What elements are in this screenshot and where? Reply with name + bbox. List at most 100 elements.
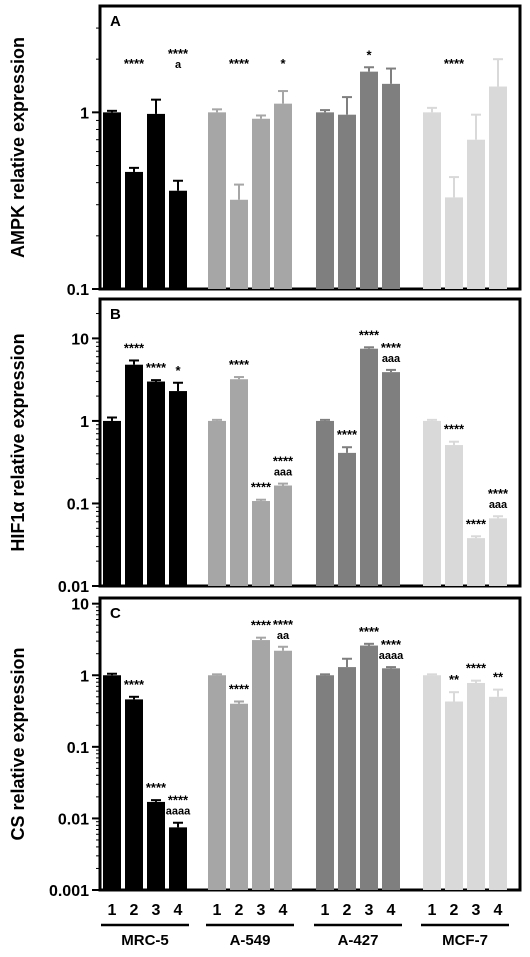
x-tick-label: 1 bbox=[213, 902, 222, 919]
x-tick-label: 1 bbox=[428, 902, 437, 919]
significance-stars: **** bbox=[168, 793, 189, 808]
bar bbox=[169, 827, 187, 890]
bar bbox=[208, 420, 226, 586]
significance-stars: **** bbox=[146, 780, 167, 795]
group-label: A-427 bbox=[338, 932, 379, 949]
significance-stars: **** bbox=[251, 618, 272, 633]
x-tick-label: 4 bbox=[174, 902, 183, 919]
significance-stars: **** bbox=[381, 340, 402, 355]
bar bbox=[467, 538, 485, 586]
bar bbox=[445, 197, 463, 289]
significance-stars: **** bbox=[229, 681, 250, 696]
significance-stars: **** bbox=[273, 454, 294, 469]
y-tick-label: 0.01 bbox=[58, 579, 89, 596]
bar bbox=[125, 171, 143, 289]
bar bbox=[208, 675, 226, 890]
significance-stars: **** bbox=[146, 360, 167, 375]
x-tick-label: 4 bbox=[279, 902, 288, 919]
bar bbox=[338, 114, 356, 289]
x-tick-label: 2 bbox=[450, 902, 459, 919]
bar bbox=[274, 650, 292, 890]
significance-stars: **** bbox=[124, 56, 145, 71]
bar bbox=[252, 640, 270, 890]
y-tick-label: 0.01 bbox=[58, 811, 89, 828]
plot-frame bbox=[98, 297, 522, 588]
x-tick-label: 2 bbox=[130, 902, 139, 919]
bar bbox=[423, 112, 441, 289]
significance-stars: **** bbox=[124, 677, 145, 692]
plot-frame bbox=[98, 596, 522, 892]
x-tick-label: 4 bbox=[387, 902, 396, 919]
x-tick-label: 1 bbox=[108, 902, 117, 919]
bar bbox=[382, 372, 400, 586]
x-tick-label: 1 bbox=[321, 902, 330, 919]
x-tick-label: 3 bbox=[152, 902, 161, 919]
significance-stars: **** bbox=[466, 661, 487, 676]
bar bbox=[316, 112, 334, 289]
group-label: MRC-5 bbox=[121, 932, 169, 949]
bar bbox=[147, 113, 165, 289]
bar bbox=[382, 668, 400, 890]
bar bbox=[103, 112, 121, 289]
x-tick-label: 3 bbox=[365, 902, 374, 919]
bar bbox=[467, 139, 485, 289]
significance-stars: * bbox=[175, 363, 181, 378]
bar bbox=[103, 420, 121, 586]
y-tick-label: 10 bbox=[71, 331, 89, 348]
bar bbox=[230, 379, 248, 586]
bar bbox=[230, 199, 248, 289]
significance-stars: **** bbox=[359, 624, 380, 639]
bar bbox=[338, 452, 356, 586]
bar bbox=[489, 86, 507, 289]
bar bbox=[147, 801, 165, 890]
bar bbox=[360, 71, 378, 289]
significance-stars: **** bbox=[168, 46, 189, 61]
y-tick-label: 1 bbox=[80, 668, 89, 685]
significance-letters: aaa bbox=[382, 353, 401, 365]
bar bbox=[125, 699, 143, 890]
x-tick-label: 3 bbox=[257, 902, 266, 919]
bar bbox=[360, 348, 378, 586]
y-tick-label: 0.001 bbox=[49, 883, 89, 900]
bar bbox=[445, 445, 463, 586]
significance-stars: **** bbox=[444, 56, 465, 71]
bar bbox=[147, 381, 165, 586]
bar bbox=[489, 696, 507, 890]
bar bbox=[489, 518, 507, 586]
significance-stars: **** bbox=[124, 340, 145, 355]
significance-stars: **** bbox=[229, 56, 250, 71]
significance-stars: **** bbox=[359, 327, 380, 342]
significance-stars: * bbox=[366, 47, 372, 62]
significance-letters: aaa bbox=[489, 499, 508, 511]
significance-letters: aaa bbox=[274, 467, 293, 479]
bar bbox=[252, 118, 270, 289]
significance-stars: **** bbox=[466, 516, 487, 531]
bar bbox=[445, 701, 463, 890]
bar bbox=[423, 420, 441, 586]
significance-stars: **** bbox=[337, 427, 358, 442]
bar bbox=[169, 391, 187, 586]
significance-letters: aaaa bbox=[166, 806, 191, 818]
bar bbox=[230, 703, 248, 890]
bar bbox=[423, 675, 441, 890]
x-tick-label: 2 bbox=[235, 902, 244, 919]
y-axis-label: AMPK relative expression bbox=[8, 37, 28, 258]
panel-label: B bbox=[110, 306, 121, 323]
bar bbox=[274, 485, 292, 586]
bar bbox=[103, 675, 121, 890]
significance-stars: ** bbox=[449, 672, 460, 687]
y-tick-label: 0.1 bbox=[67, 282, 89, 299]
significance-stars: **** bbox=[444, 422, 465, 437]
significance-letters: a bbox=[175, 59, 182, 71]
bar bbox=[274, 103, 292, 289]
group-label: A-549 bbox=[230, 932, 271, 949]
significance-stars: **** bbox=[381, 637, 402, 652]
y-tick-label: 0.1 bbox=[67, 740, 89, 757]
significance-letters: aaaa bbox=[379, 650, 404, 662]
significance-stars: * bbox=[280, 56, 286, 71]
bar bbox=[125, 364, 143, 586]
bar bbox=[252, 501, 270, 586]
panel-label: C bbox=[110, 605, 121, 622]
y-axis-label: HIF1α relative expression bbox=[8, 333, 28, 551]
